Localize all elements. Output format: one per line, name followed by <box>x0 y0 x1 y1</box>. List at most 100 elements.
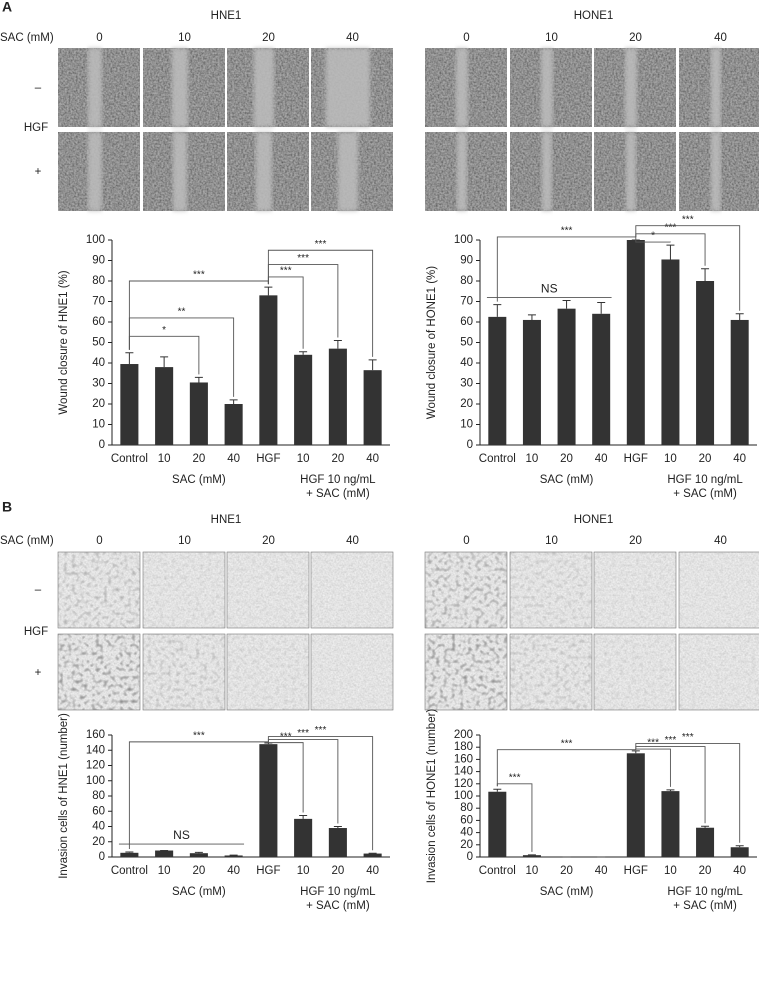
significance-label: *** <box>665 222 677 233</box>
x-tick-label: 10 <box>158 453 171 465</box>
error-bar <box>125 851 134 853</box>
significance-bracket <box>496 236 637 302</box>
y-tick-label: 10 <box>92 419 105 431</box>
cell-specks <box>58 634 140 710</box>
error-bar <box>493 304 502 317</box>
x-tick-label: 40 <box>595 865 608 877</box>
y-tick-label: 180 <box>454 741 473 753</box>
error-bar <box>631 750 640 754</box>
bar <box>696 827 715 857</box>
y-tick-label: 20 <box>92 398 105 410</box>
error-bar <box>194 376 203 383</box>
error-bar <box>701 268 710 281</box>
y-tick-label: 0 <box>467 439 473 451</box>
bar <box>120 852 139 857</box>
bar <box>328 348 347 445</box>
y-axis-title: Invasion cells of HNE1 (number) <box>58 713 70 879</box>
y-tick-label: 70 <box>92 296 105 308</box>
group-label: SAC (mM) <box>540 474 594 486</box>
y-tick-label: 60 <box>460 814 473 826</box>
x-tick-label: 20 <box>331 453 344 465</box>
y-tick-label: 80 <box>460 275 473 287</box>
column-label: 40 <box>346 535 359 547</box>
bar <box>294 354 313 445</box>
bar <box>120 364 139 445</box>
x-tick-label: 20 <box>699 865 712 877</box>
row-header: SAC (mM) <box>0 535 54 547</box>
micrograph-frame <box>226 551 310 629</box>
group-label: + SAC (mM) <box>306 488 370 500</box>
y-tick-label: 160 <box>86 729 105 741</box>
significance-label: *** <box>561 226 573 237</box>
error-bar <box>527 314 536 320</box>
group-label: SAC (mM) <box>172 886 226 898</box>
significance-bracket <box>635 237 671 243</box>
y-tick-label: 30 <box>92 378 105 390</box>
row-label: – <box>35 584 42 596</box>
error-bar <box>666 789 675 792</box>
bar <box>626 240 645 445</box>
y-tick-label: 80 <box>92 790 105 802</box>
y-tick-label: 140 <box>86 744 105 756</box>
error-bar <box>229 399 238 404</box>
y-tick-label: 50 <box>460 337 473 349</box>
micrograph-frame <box>424 633 508 711</box>
x-tick-label: 20 <box>699 453 712 465</box>
column-label: 10 <box>178 535 191 547</box>
group-label: + SAC (mM) <box>306 900 370 912</box>
micrograph-frame <box>310 633 394 711</box>
group-label: HGF 10 ng/mL <box>667 474 743 486</box>
significance-label: *** <box>193 270 205 281</box>
error-bar <box>735 313 744 320</box>
x-tick-label: 10 <box>526 865 539 877</box>
cell-specks <box>679 552 759 628</box>
error-bar <box>160 356 169 368</box>
y-tick-label: 100 <box>454 790 473 802</box>
significance-bracket <box>635 225 741 311</box>
y-tick-label: 200 <box>454 729 473 741</box>
micrograph-frame <box>142 633 226 711</box>
x-tick-label: 40 <box>733 865 746 877</box>
row-group: HGF <box>24 626 48 638</box>
y-tick-label: 0 <box>99 851 105 863</box>
group-label: HGF 10 ng/mL <box>667 886 743 898</box>
bar <box>259 744 278 857</box>
bar <box>661 791 680 857</box>
column-label: 0 <box>463 535 469 547</box>
significance-label: * <box>162 325 166 336</box>
y-tick-label: 20 <box>460 839 473 851</box>
column-label: 0 <box>463 32 469 44</box>
bar <box>626 753 645 857</box>
y-axis-title: Wound closure of HNE1 (%) <box>58 270 70 414</box>
significance-label: *** <box>561 738 573 749</box>
wound-gap <box>87 132 102 211</box>
y-tick-label: 80 <box>92 275 105 287</box>
x-tick-label: 10 <box>664 453 677 465</box>
x-tick-label: Control <box>479 865 516 877</box>
bar <box>730 847 749 857</box>
error-bar <box>493 788 502 792</box>
y-tick-label: 100 <box>86 775 105 787</box>
block-title: HONE1 <box>574 10 614 22</box>
wound-gap <box>540 48 553 127</box>
bar <box>155 367 174 445</box>
bar <box>224 855 243 857</box>
x-tick-label: HGF <box>256 865 280 877</box>
y-tick-label: 20 <box>92 836 105 848</box>
cell-specks <box>594 552 676 628</box>
x-tick-label: 40 <box>227 453 240 465</box>
group-label: SAC (mM) <box>540 886 594 898</box>
bar <box>363 370 382 445</box>
column-label: 20 <box>262 535 275 547</box>
bar <box>328 828 347 857</box>
significance-label: * <box>651 231 655 242</box>
x-tick-label: 10 <box>664 865 677 877</box>
block-title: HONE1 <box>574 514 614 526</box>
y-tick-label: 40 <box>460 827 473 839</box>
micrograph-frame <box>509 551 593 629</box>
x-tick-label: 10 <box>158 865 171 877</box>
wound-gap <box>624 48 637 127</box>
significance-label: *** <box>280 266 292 277</box>
significance-label: *** <box>193 731 205 742</box>
bar <box>189 853 208 857</box>
